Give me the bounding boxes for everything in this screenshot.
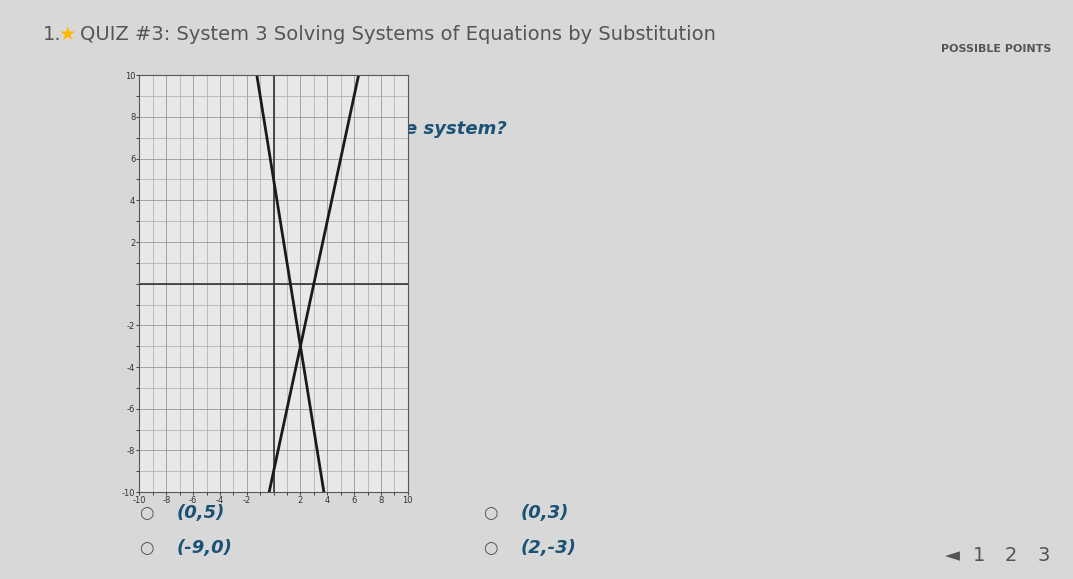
Text: (2,-3): (2,-3)	[520, 540, 576, 558]
Text: ○: ○	[483, 504, 498, 522]
Text: ○: ○	[483, 540, 498, 558]
Text: (-9,0): (-9,0)	[177, 540, 233, 558]
Text: QUIZ #3: System 3 Solving Systems of Equations by Substitution: QUIZ #3: System 3 Solving Systems of Equ…	[80, 25, 717, 44]
Text: ◄: ◄	[945, 547, 959, 565]
Text: POSSIBLE POINTS: POSSIBLE POINTS	[941, 43, 1052, 54]
Text: ○: ○	[139, 504, 155, 522]
Text: 1: 1	[973, 547, 985, 565]
Text: 2: 2	[1005, 547, 1017, 565]
Text: ★: ★	[59, 25, 76, 44]
Text: (0,5): (0,5)	[177, 504, 225, 522]
Text: (0,3): (0,3)	[520, 504, 569, 522]
Text: 1.: 1.	[43, 25, 61, 44]
Text: 3: 3	[1038, 547, 1049, 565]
Text: What is the solution to the system?: What is the solution to the system?	[145, 120, 506, 138]
Text: ○: ○	[139, 540, 155, 558]
